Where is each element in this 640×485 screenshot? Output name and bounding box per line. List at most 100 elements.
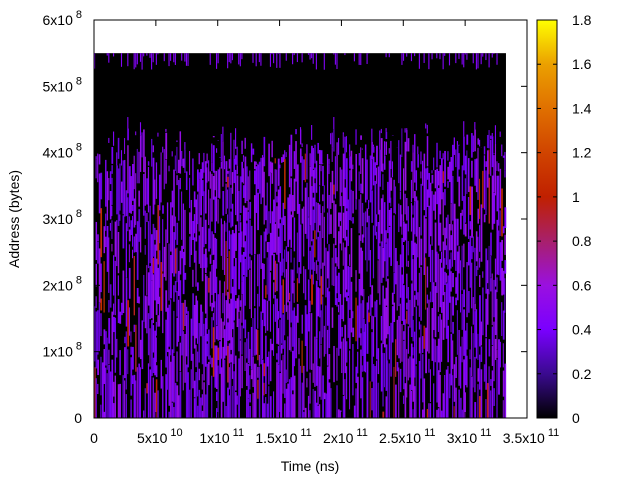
heatmap-cell [252,357,253,387]
heatmap-cell [386,396,388,418]
heatmap-cell [251,143,252,162]
heatmap-cell [178,180,179,221]
heatmap-cell [254,170,256,184]
heatmap-cell [412,152,413,198]
heatmap-cell [458,153,459,169]
heatmap-cell [99,303,100,351]
heatmap-cell [449,224,450,250]
heatmap-cell [172,403,174,418]
heatmap-cell [229,53,230,62]
heatmap-cell [134,156,135,189]
heatmap-cell [346,211,347,230]
heatmap-cell [227,171,228,174]
heatmap-cell [344,53,345,55]
heatmap-cell [178,300,179,342]
heatmap-cell [492,274,493,326]
heatmap-cell [267,301,269,331]
heatmap-cell [129,268,131,299]
heatmap-cell [173,170,175,227]
heatmap-cell [108,300,109,312]
heatmap-cell [216,346,218,389]
heatmap-cell [176,291,177,317]
heatmap-cell [146,213,147,222]
heatmap-cell [305,408,307,418]
heatmap-cell [381,343,383,391]
heatmap-cell [127,349,128,374]
heatmap-cell [477,138,479,144]
heatmap-cell [161,152,162,202]
heatmap-cell [327,288,329,326]
heatmap-cell [235,155,237,164]
heatmap-cell [153,224,155,257]
heatmap-cell [118,232,119,273]
heatmap-cell [465,53,466,54]
heatmap-cell [332,171,334,203]
heatmap-cell [477,148,478,200]
heatmap-cell [443,242,445,296]
heatmap-cell [235,392,237,418]
heatmap-cell [260,53,261,66]
heatmap-cell [222,141,223,187]
heatmap-cell [503,343,504,367]
heatmap-cell [146,178,148,204]
heatmap-cell [409,300,410,328]
heatmap-cell [202,374,203,389]
heatmap-cell [142,320,144,369]
heatmap-cell [159,297,160,327]
heatmap-cell [195,251,196,287]
heatmap-cell [111,178,112,205]
heatmap-cell [405,194,406,215]
heatmap-cell [241,255,243,282]
heatmap-cell [428,206,430,257]
heatmap-cell [489,246,490,294]
heatmap-cell [306,183,307,239]
heatmap-cell [411,53,412,61]
heatmap-cell [213,260,215,307]
heatmap-cell [246,208,247,221]
heatmap-cell [213,145,215,173]
heatmap-cell [111,206,112,216]
heatmap-cell [290,327,291,351]
heatmap-cell [338,231,340,269]
heatmap-cell [216,277,217,326]
heatmap-cell [314,168,316,179]
heatmap-cell [184,300,185,326]
heatmap-cell [424,53,425,63]
heatmap-cell [457,252,459,301]
heatmap-cell [367,53,368,64]
y-axis-label: Address (bytes) [6,170,22,268]
heatmap-cell [175,217,176,240]
heatmap-cell [284,216,286,241]
heatmap-cell [257,294,258,329]
heatmap-cell [115,222,116,257]
heatmap-cell [438,254,439,312]
heatmap-cell [392,293,394,305]
heatmap-cell [482,288,483,336]
heatmap-cell [235,301,237,309]
heatmap-cell [276,170,277,192]
heatmap-cell [406,130,407,152]
heatmap-cell [162,147,163,153]
heatmap-cell [439,165,441,214]
heatmap-cell [455,298,457,306]
heatmap-cell [346,366,347,399]
heatmap-cell [265,397,266,418]
heatmap-cell [360,53,361,65]
heatmap-cell [344,379,345,418]
heatmap-cell [343,270,344,322]
heatmap-cell [384,299,386,348]
heatmap-cell [241,294,242,322]
heatmap-cell [321,213,322,269]
heatmap-cell [477,53,478,68]
heatmap-cell [218,53,219,63]
heatmap-cell [386,307,388,338]
heatmap-cell [348,200,349,246]
heatmap-cell [111,147,113,164]
heatmap-cell [232,337,233,379]
heatmap-cell [349,318,351,349]
heatmap-cell [503,226,505,233]
heatmap-cell [200,169,202,215]
heatmap-cell [126,223,127,278]
heatmap-cell [441,320,442,362]
heatmap-cell [176,318,178,347]
